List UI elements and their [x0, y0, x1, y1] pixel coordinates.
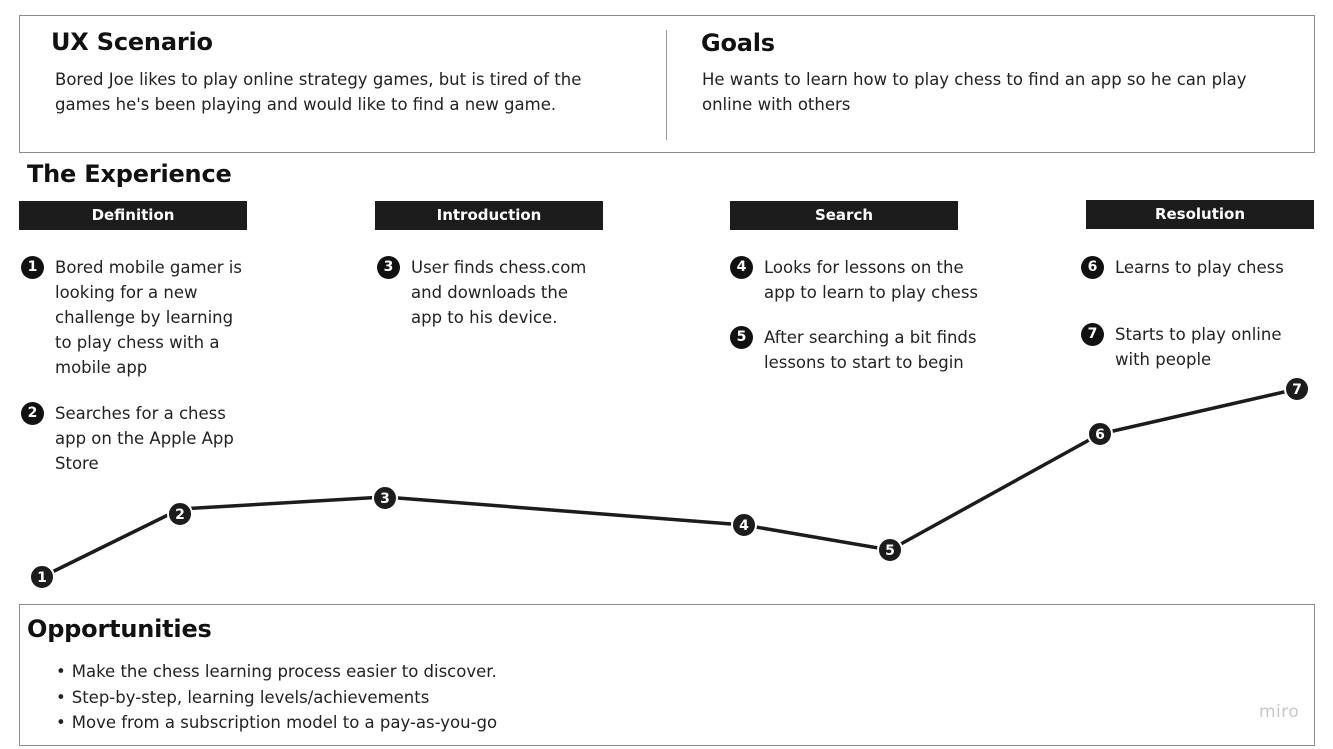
scenario-goals-panel [19, 15, 1315, 153]
list-item: Move from a subscription model to a pay-… [56, 710, 497, 736]
step-number-badge: 2 [21, 402, 44, 425]
step-1: 1 Bored mobile gamer is looking for a ne… [21, 255, 245, 380]
step-text: Looks for lessons on the app to learn to… [764, 258, 979, 302]
journey-point-4: 4 [731, 512, 757, 538]
list-item: Make the chess learning process easier t… [56, 659, 497, 685]
journey-point-6: 6 [1087, 421, 1113, 447]
journey-point-7: 7 [1284, 376, 1310, 402]
step-3: 3 User finds chess.com and downloads the… [377, 255, 601, 330]
goals-title: Goals [701, 29, 775, 57]
list-item: Step-by-step, learning levels/achievemen… [56, 685, 497, 711]
experience-title: The Experience [27, 160, 232, 188]
step-4: 4 Looks for lessons on the app to learn … [730, 255, 994, 305]
step-number-badge: 6 [1081, 256, 1104, 279]
phase-definition: Definition [19, 201, 247, 230]
journey-point-label: 2 [175, 507, 185, 523]
journey-point-label: 7 [1292, 382, 1302, 398]
step-5: 5 After searching a bit finds lessons to… [730, 325, 994, 375]
journey-point-label: 5 [885, 543, 895, 559]
scenario-title: UX Scenario [51, 28, 213, 56]
journey-point-label: 1 [37, 570, 47, 586]
step-text: Bored mobile gamer is looking for a new … [55, 258, 242, 377]
step-number-badge: 7 [1081, 323, 1104, 346]
step-text: User finds chess.com and downloads the a… [411, 258, 587, 327]
step-number-badge: 5 [730, 326, 753, 349]
step-number-badge: 4 [730, 256, 753, 279]
phase-introduction: Introduction [375, 201, 603, 230]
step-2: 2 Searches for a chess app on the Apple … [21, 401, 245, 476]
goals-text: He wants to learn how to play chess to f… [702, 70, 1247, 114]
journey-point-5: 5 [877, 537, 903, 563]
journey-line [41, 387, 1298, 579]
step-text: After searching a bit finds lessons to s… [764, 328, 977, 372]
step-number-badge: 3 [377, 256, 400, 279]
journey-point-label: 4 [739, 518, 749, 534]
step-text: Starts to play online with people [1115, 325, 1282, 369]
scenario-text: Bored Joe likes to play online strategy … [55, 70, 582, 114]
step-7: 7 Starts to play online with people [1081, 322, 1315, 372]
journey-point-1: 1 [29, 564, 55, 590]
opportunities-list: Make the chess learning process easier t… [56, 659, 497, 736]
journey-point-3: 3 [372, 485, 398, 511]
journey-point-label: 3 [380, 491, 390, 507]
phase-resolution: Resolution [1086, 200, 1314, 229]
journey-point-2: 2 [167, 501, 193, 527]
opportunities-title: Opportunities [27, 615, 212, 643]
step-text: Learns to play chess [1115, 258, 1284, 277]
step-number-badge: 1 [21, 256, 44, 279]
panel-divider [666, 30, 667, 140]
step-6: 6 Learns to play chess [1081, 255, 1315, 280]
miro-watermark: miro [1259, 702, 1300, 722]
journey-point-label: 6 [1095, 427, 1105, 443]
step-text: Searches for a chess app on the Apple Ap… [55, 404, 234, 473]
phase-search: Search [730, 201, 958, 230]
